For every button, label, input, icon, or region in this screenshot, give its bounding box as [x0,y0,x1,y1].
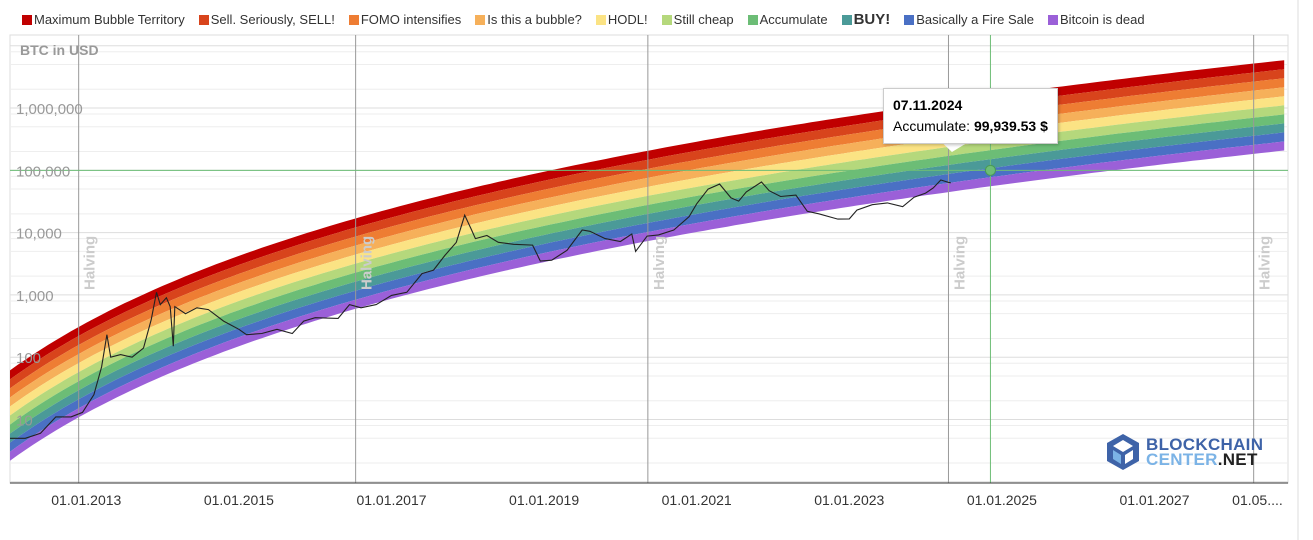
x-tick-label: 01.01.2013 [51,492,121,508]
halving-label: Halving [651,236,668,290]
legend-swatch [348,14,359,25]
legend-item[interactable]: Still cheap [661,11,734,28]
legend-item[interactable]: Maximum Bubble Territory [22,11,185,28]
halving-label: Halving [1257,236,1274,290]
legend-label: BUY! [853,11,891,28]
legend-label: Still cheap [673,12,734,27]
legend-item[interactable]: BUY! [841,11,891,28]
logo-line1: BLOCKCHAIN [1146,435,1264,454]
legend-label: Is this a bubble? [487,12,582,27]
legend-label: Basically a Fire Sale [916,12,1035,27]
hover-point[interactable] [984,164,996,176]
y-tick-label: 10 [16,413,33,430]
halving-label: Halving [359,236,376,290]
legend-item[interactable]: FOMO intensifies [348,11,462,28]
legend-item[interactable]: HODL! [595,11,648,28]
y-tick-label: 100,000 [16,163,70,180]
halving-label: Halving [951,236,968,290]
legend-label: Sell. Seriously, SELL! [210,12,335,27]
x-tick-label: 01.01.2023 [814,492,884,508]
tooltip-date: 07.11.2024 [893,97,963,113]
legend-item[interactable]: Basically a Fire Sale [904,11,1034,28]
legend-item[interactable]: Bitcoin is dead [1048,11,1145,28]
x-tick-label: 01.01.2021 [662,492,732,508]
legend-label: FOMO intensifies [360,12,462,27]
legend-swatch [904,14,915,25]
logo-line2a: CENTER [1146,450,1218,469]
tooltip-band: Accumulate: [893,118,971,134]
legend-label: Accumulate [759,12,828,27]
blockchaincenter-logo[interactable]: BLOCKCHAIN CENTER.NET [1104,432,1263,472]
x-tick-label: 01.01.2025 [967,492,1037,508]
legend-swatch [747,14,758,25]
legend-item[interactable]: Accumulate [747,11,828,28]
tooltip: 07.11.2024 Accumulate: 99,939.53 $ [883,88,1058,144]
legend-label: HODL! [607,12,648,27]
cube-logo-icon [1107,434,1139,470]
logo-line2b: .NET [1217,450,1258,469]
btc-price-line [10,179,951,439]
x-tick-label: 01.01.2019 [509,492,579,508]
legend-label: Maximum Bubble Territory [34,12,185,27]
legend: Maximum Bubble Territory Sell. Seriously,… [22,11,1159,28]
legend-swatch [595,14,606,25]
legend-swatch [22,14,32,25]
x-tick-label: 01.01.2017 [356,492,426,508]
y-tick-label: 1,000 [16,288,54,305]
legend-item[interactable]: Sell. Seriously, SELL! [198,11,335,28]
tooltip-value: 99,939.53 $ [973,118,1048,134]
x-tick-label: 01.01.2027 [1119,492,1189,508]
x-tick-label: 01.05.... [1232,492,1283,508]
x-tick-label: 01.01.2015 [204,492,274,508]
legend-label: Bitcoin is dead [1060,12,1145,27]
legend-item[interactable]: Is this a bubble? [475,11,582,28]
legend-swatch [198,14,209,25]
halving-label: Halving [82,236,99,290]
legend-swatch [661,14,672,25]
y-tick-label: 100 [16,350,41,367]
legend-swatch [841,14,852,25]
y-tick-label: 1,000,000 [16,101,83,118]
y-tick-label: 10,000 [16,226,62,243]
legend-swatch [1048,14,1059,25]
y-axis-title: BTC in USD [20,42,99,58]
legend-swatch [475,14,486,25]
